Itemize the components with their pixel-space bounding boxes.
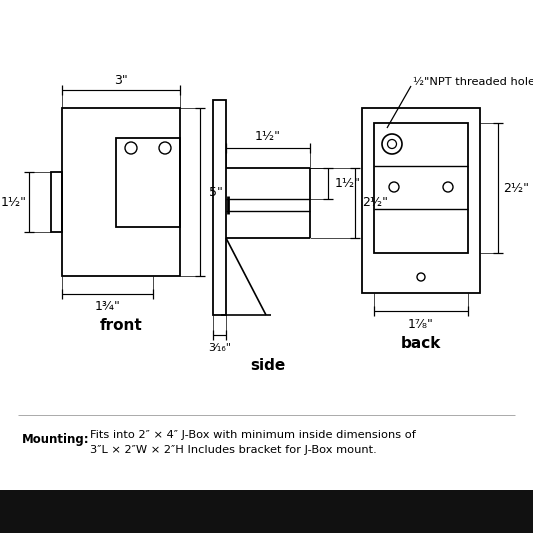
Text: 2½": 2½" [503,182,529,195]
Bar [0,490,533,533]
Text: 1½": 1½" [335,177,361,190]
Text: ½"NPT threaded hole: ½"NPT threaded hole [413,77,533,87]
Text: 1⁷⁄₈": 1⁷⁄₈" [408,318,434,330]
Text: 1½": 1½" [1,196,27,208]
Text: side: side [251,358,286,373]
Text: 3": 3" [114,74,128,86]
Bar [51,172,62,232]
Text: 3⁄₁₆": 3⁄₁₆" [208,343,231,353]
Bar [213,100,226,315]
Text: front: front [100,319,142,334]
Text: back: back [401,335,441,351]
Text: 3″L × 2″W × 2″H Includes bracket for J-Box mount.: 3″L × 2″W × 2″H Includes bracket for J-B… [90,445,377,455]
Text: 2½": 2½" [362,197,388,209]
Bar [62,108,180,276]
Text: Mounting:: Mounting: [22,433,90,447]
Text: 1¾": 1¾" [94,300,120,312]
Bar [362,108,480,293]
Bar [374,123,468,253]
Text: 5": 5" [209,185,223,198]
Text: 1½": 1½" [255,131,281,143]
Bar [116,138,180,227]
Text: Fits into 2″ × 4″ J-Box with minimum inside dimensions of: Fits into 2″ × 4″ J-Box with minimum ins… [90,430,416,440]
